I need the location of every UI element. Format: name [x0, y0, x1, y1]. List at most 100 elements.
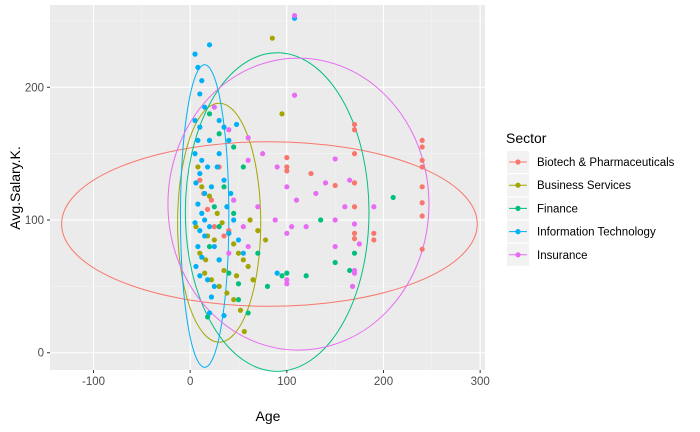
data-point [235, 281, 242, 287]
data-point [214, 164, 220, 170]
data-point [351, 270, 358, 276]
confidence-ellipse [180, 64, 230, 368]
y-tick-label: 200 [25, 82, 44, 94]
legend-key [507, 220, 529, 243]
data-point [347, 267, 353, 274]
data-point [313, 190, 319, 197]
data-point [245, 263, 251, 270]
y-axis-title: Avg.Salary.K. [7, 146, 23, 230]
data-point [235, 237, 242, 243]
data-point [419, 137, 425, 143]
data-point [202, 270, 208, 276]
legend-key-point [515, 229, 521, 235]
data-point [221, 177, 227, 183]
data-point [284, 281, 290, 287]
data-point [193, 263, 199, 270]
confidence-ellipse [167, 57, 430, 351]
data-point [419, 200, 425, 206]
data-point [231, 144, 237, 150]
data-point [332, 156, 338, 162]
legend-label: Insurance [537, 250, 588, 262]
data-point [419, 157, 425, 163]
x-tick-label: 300 [471, 376, 490, 388]
data-point [208, 277, 215, 283]
data-point [221, 267, 227, 274]
data-point [284, 184, 290, 190]
data-point [206, 193, 213, 199]
data-point [231, 241, 237, 247]
data-point [226, 127, 232, 133]
data-point [351, 180, 358, 186]
data-point [192, 117, 198, 124]
data-point [419, 144, 425, 150]
data-point [351, 204, 358, 210]
data-point [195, 243, 201, 250]
data-point [303, 224, 309, 230]
data-point [197, 250, 203, 256]
data-point [255, 228, 261, 234]
data-point [228, 190, 234, 197]
data-point [255, 204, 261, 210]
legend-key-point [515, 252, 521, 258]
data-point [272, 217, 278, 223]
data-point [250, 277, 256, 283]
data-point [197, 91, 203, 97]
data-point [247, 217, 253, 223]
data-point [371, 230, 377, 236]
data-point [322, 180, 329, 186]
legend-label: Finance [537, 203, 578, 215]
data-point [318, 217, 324, 223]
data-point [208, 294, 215, 300]
data-point [274, 164, 280, 170]
data-point [208, 197, 215, 203]
x-tick-label: -100 [82, 376, 105, 388]
data-point [284, 270, 290, 276]
data-point [192, 220, 198, 226]
data-point [197, 177, 203, 183]
data-point [235, 297, 242, 303]
data-point [206, 243, 213, 250]
data-point [197, 228, 203, 234]
data-points [192, 13, 425, 335]
data-point [221, 312, 227, 319]
data-point [308, 170, 314, 177]
data-point [211, 204, 217, 210]
data-point [264, 283, 271, 289]
data-point [197, 273, 203, 279]
data-point [347, 177, 353, 183]
data-point [351, 151, 358, 157]
data-point [204, 164, 211, 170]
data-point [240, 224, 246, 230]
data-point [214, 210, 220, 216]
data-point [233, 273, 240, 279]
data-point [237, 307, 244, 313]
data-point [419, 246, 425, 252]
data-point [291, 92, 298, 98]
data-point [192, 51, 198, 57]
data-point [284, 277, 290, 283]
data-point [303, 273, 309, 279]
data-point [279, 111, 285, 117]
data-point [233, 121, 240, 128]
data-point [342, 204, 348, 210]
data-point [224, 204, 230, 210]
confidence-ellipse [61, 141, 478, 307]
data-point [199, 78, 205, 84]
data-point [195, 201, 201, 207]
data-point [351, 221, 358, 227]
confidence-ellipse [184, 52, 370, 372]
data-point [235, 250, 242, 256]
data-point [291, 13, 298, 19]
confidence-ellipse [177, 102, 262, 343]
data-point [245, 157, 251, 163]
data-point [262, 237, 269, 243]
data-point [202, 217, 208, 223]
data-point [240, 164, 246, 170]
data-point [199, 157, 205, 163]
data-point [221, 124, 227, 130]
data-point [206, 42, 213, 48]
data-point [197, 124, 203, 130]
data-point [192, 151, 198, 157]
data-point [274, 270, 280, 276]
data-point [193, 224, 199, 230]
